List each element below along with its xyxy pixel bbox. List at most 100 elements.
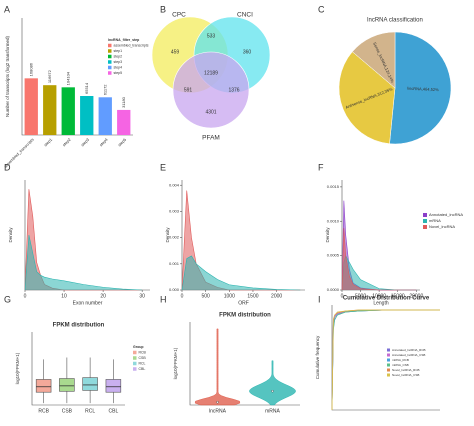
legend-swatch [108,65,112,70]
cdf-line [331,309,440,411]
cdf-line [331,309,440,411]
bar [117,109,131,135]
y-tick-label: 0.001 [169,261,180,266]
legend-swatch [387,373,390,377]
median-point [271,389,274,393]
set-label: PFAM [202,135,220,142]
legend-swatch [387,368,390,372]
axis-line [24,180,150,291]
y-axis-label: Number of transcripts (log2 transformed) [5,35,10,117]
legend-swatch [108,60,112,64]
chart-title: FPKM distribution [53,323,105,329]
legend-swatch [423,225,427,229]
set-label: CNCI [237,12,253,19]
x-tick-label: step2 [61,136,72,147]
bar [24,78,38,135]
y-tick-label: 0.004 [169,182,180,187]
chart-title: Cumulative Distribution Curve [343,296,430,302]
region-count: 4301 [205,109,216,115]
x-tick-label: 2000 [271,293,282,299]
legend-label: step3 [114,60,123,64]
x-tick-label: 1000 [224,293,235,299]
legend-label: step2 [114,54,123,58]
legend-label: assembled_transcripts [114,43,149,47]
legend-label: Novel_lncRNA_RCB [392,368,420,372]
region-count: 459 [171,49,180,55]
set-circle [172,51,250,129]
legend-label: Annotated_lncRNA_RCB [392,348,426,352]
bar [98,97,112,135]
panel-letter: I [318,294,321,304]
cdf-line [331,309,440,411]
x-tick-label: 15000 [391,293,405,299]
bar [80,96,94,135]
x-tick-label: 30 [139,293,145,299]
panel-letter: A [4,4,10,14]
y-tick-label: 0.0010 [327,218,340,223]
legend-label: step4 [114,65,123,69]
density-fill [182,255,301,290]
y-tick-label: 0.002 [169,235,180,240]
x-axis-label: Exon number [73,300,103,306]
legend-swatch [108,54,112,59]
x-tick-label: step1 [43,136,54,147]
x-tick-label: 10 [61,293,67,299]
x-tick-label: 0 [181,293,184,299]
x-axis-label: ORF [238,300,249,306]
x-tick-label: 20 [100,293,106,299]
legend-label: mRNA_CSB [392,363,409,367]
panel-letter: E [160,162,166,172]
chart-title: FPKM distribution [219,313,271,319]
legend-swatch [133,367,137,371]
density-fill [25,189,143,290]
pie-slice [338,51,396,145]
legend-label: Novel_lncRNA [429,224,455,229]
chart-title: lncRNA classification [367,18,423,24]
panel-letter: D [4,162,11,172]
x-tick-label: 10000 [372,293,386,299]
x-tick-label: 0 [24,293,27,299]
region-count: 533 [207,33,216,39]
x-tick-label: 0 [341,293,344,299]
bar [43,85,57,135]
legend-swatch [387,353,390,357]
legend-label: RCL [139,361,146,365]
cdf-line [331,309,440,411]
legend-label: RCB [139,350,147,354]
y-tick-label: 0.0005 [327,253,340,258]
panel-letter: F [318,162,324,172]
bar-value-label: 104104 [65,71,70,85]
panel-letter: G [4,294,11,304]
box [82,377,98,391]
set-label: CPC [172,12,186,19]
bar-value-label: 31180 [121,96,126,108]
x-tick-label: RCB [38,408,49,414]
panel-letter: B [160,4,166,14]
legend-swatch [108,49,112,53]
box [105,379,122,393]
legend-swatch [133,361,137,366]
x-tick-label: step4 [98,136,109,147]
legend-swatch [133,356,137,360]
bar-value-label: 116672 [47,69,52,83]
axis-line [331,305,440,411]
box [35,379,52,393]
bar-value-label: 61172 [102,84,107,96]
legend-swatch [108,71,112,75]
y-axis-label: Cumulative frequency [315,335,320,379]
legend-label: step5 [114,71,123,75]
x-tick-label: step5 [117,136,128,147]
density-fill [342,228,417,290]
legend-label: mRNA [429,218,441,223]
legend-label: Annotated_lncRNA_CSB [392,353,425,357]
x-axis-label: Length [373,300,389,306]
x-tick-label: mRNA [265,408,280,414]
legend-swatch [387,363,390,367]
y-axis-label: Density [325,227,330,243]
x-tick-label: 500 [201,293,210,299]
pie-slice [389,31,452,145]
legend-label: CBL [139,367,146,371]
density-line [24,189,143,291]
pie-slice [352,31,396,89]
